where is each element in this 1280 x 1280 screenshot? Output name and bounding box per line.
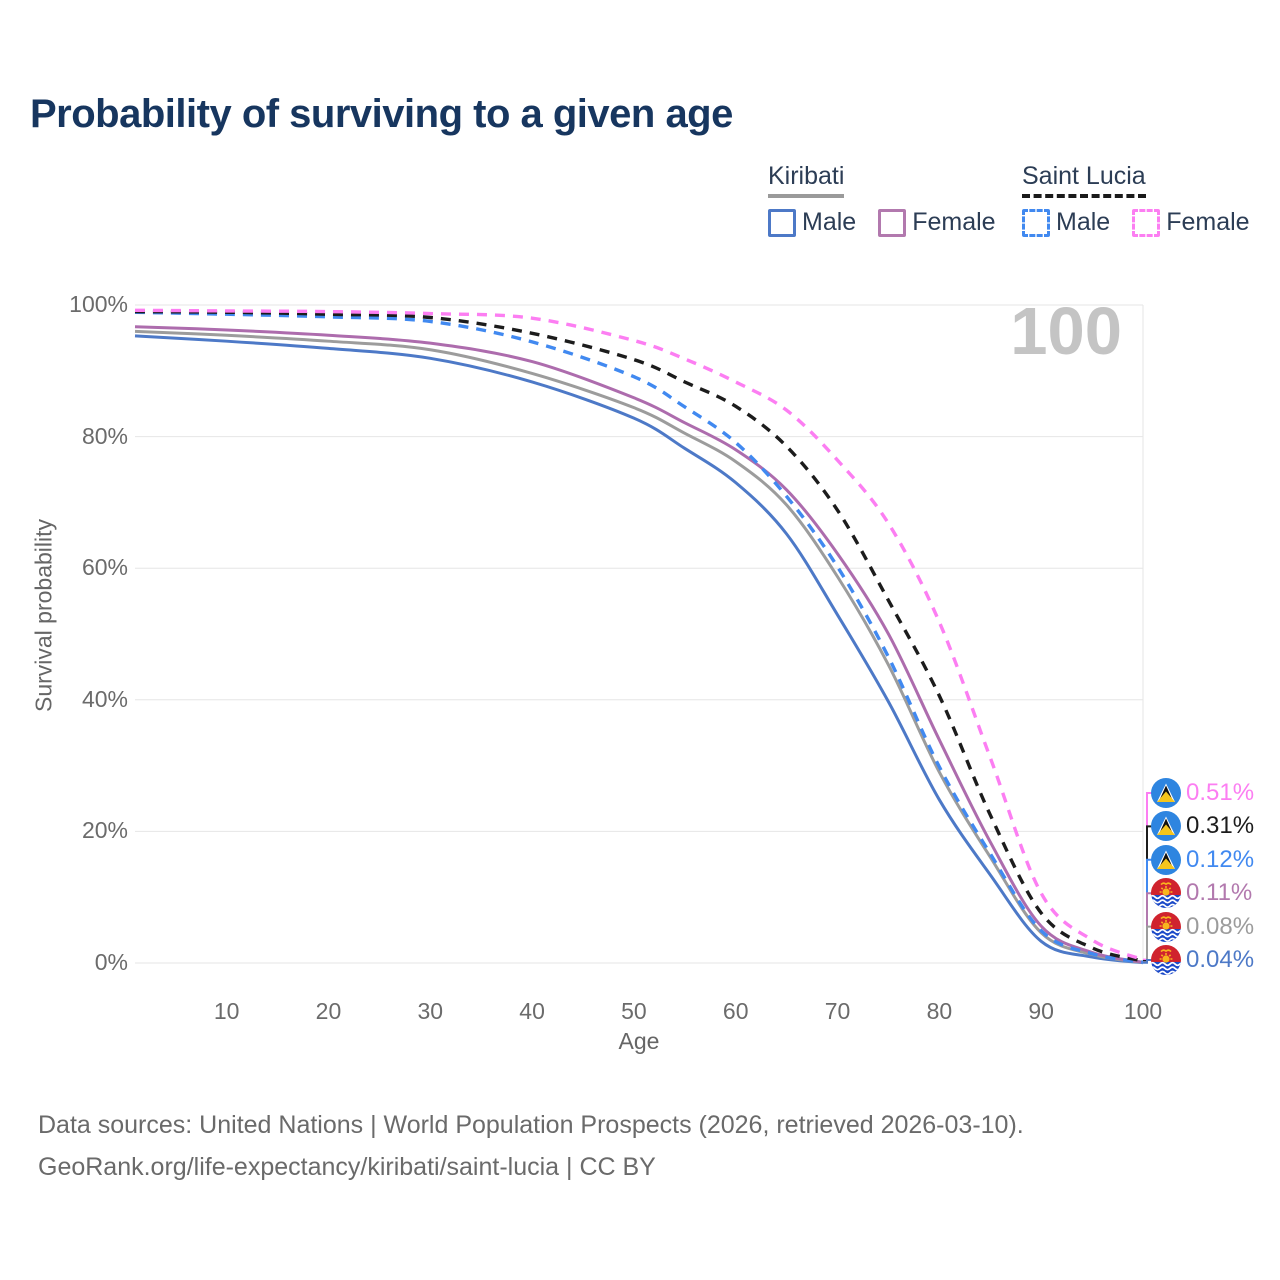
legend-label-kiribati-male: Male xyxy=(802,208,857,236)
y-tick-40pct: 40% xyxy=(81,685,128,712)
x-tick-70: 70 xyxy=(824,998,851,1024)
legend-country-kiribati: Kiribati xyxy=(768,162,845,198)
x-tick-50: 50 xyxy=(621,998,647,1024)
gridlines xyxy=(135,304,1144,964)
page-title: Probability of surviving to a given age xyxy=(30,92,733,136)
legend-label-kiribati-female: Female xyxy=(912,208,996,236)
end-label-kiribati-female: 0.11% xyxy=(1151,877,1252,909)
y-tick-100pct: 100% xyxy=(69,291,128,317)
x-tick-80: 80 xyxy=(926,998,953,1024)
source-line-2: GeoRank.org/life-expectancy/kiribati/sai… xyxy=(38,1153,656,1181)
kiribati-flag-icon xyxy=(1151,878,1181,909)
end-label-saint-lucia-total: 0.31% xyxy=(1151,810,1254,842)
legend-label-saint-lucia-male: Male xyxy=(1056,208,1111,236)
source-line-1: Data sources: United Nations | World Pop… xyxy=(38,1111,1024,1139)
legend-swatch-saint-lucia-male[interactable] xyxy=(1022,208,1050,237)
legend-swatch-kiribati-male[interactable] xyxy=(768,208,796,237)
legend-group-saint-lucia: Saint Lucia Male Female xyxy=(1022,162,1272,237)
series-line-kiribati-male xyxy=(134,334,1144,965)
kiribati-flag-icon xyxy=(1151,945,1181,975)
saint-lucia-flag-icon xyxy=(1151,811,1181,842)
x-tick-90: 90 xyxy=(1028,998,1054,1024)
y-tick-20pct: 20% xyxy=(81,817,128,844)
legend-group-kiribati: Kiribati Male Female xyxy=(768,162,1018,237)
age-watermark: 100 xyxy=(1010,294,1122,369)
end-label-value-saint-lucia-male: 0.12% xyxy=(1186,845,1255,873)
kiribati-flag-icon xyxy=(1151,911,1181,942)
end-label-value-kiribati-male: 0.04% xyxy=(1186,946,1255,973)
end-label-value-kiribati-female: 0.11% xyxy=(1186,879,1253,907)
end-label-value-kiribati-total: 0.08% xyxy=(1186,912,1255,940)
y-axis-title: Survival probability xyxy=(30,518,57,713)
series-line-saint-lucia-female xyxy=(134,308,1144,962)
source-text: Data sources: United Nations | World Pop… xyxy=(38,1104,1024,1188)
saint-lucia-flag-icon xyxy=(1151,844,1181,875)
end-label-value-saint-lucia-total: 0.31% xyxy=(1186,812,1255,840)
x-tick-60: 60 xyxy=(722,998,749,1024)
end-label-kiribati-total: 0.08% xyxy=(1151,911,1254,943)
x-tick-40: 40 xyxy=(519,998,545,1024)
series-line-kiribati-total xyxy=(134,329,1144,964)
x-tick-10: 10 xyxy=(213,998,240,1024)
y-tick-80pct: 80% xyxy=(81,422,128,449)
end-label-saint-lucia-male: 0.12% xyxy=(1151,844,1254,876)
end-label-kiribati-male: 0.04% xyxy=(1151,944,1254,976)
x-tick-20: 20 xyxy=(315,998,342,1024)
legend-swatch-saint-lucia-female[interactable] xyxy=(1132,208,1161,237)
saint-lucia-flag-icon xyxy=(1151,778,1181,808)
end-label-saint-lucia-female: 0.51% xyxy=(1151,777,1254,809)
x-tick-100: 100 xyxy=(1123,998,1163,1024)
end-label-value-saint-lucia-female: 0.51% xyxy=(1186,779,1255,806)
legend-label-saint-lucia-female: Female xyxy=(1166,208,1250,236)
legend-country-saint-lucia: Saint Lucia xyxy=(1022,162,1146,198)
legend-swatch-kiribati-female[interactable] xyxy=(878,208,907,237)
end-label-connector-kiribati-male xyxy=(1143,959,1153,964)
y-tick-0pct: 0% xyxy=(94,949,128,975)
x-tick-30: 30 xyxy=(417,998,444,1024)
y-tick-60pct: 60% xyxy=(81,554,128,581)
x-axis-title: Age xyxy=(618,1028,660,1054)
series-line-saint-lucia-total xyxy=(134,309,1144,963)
